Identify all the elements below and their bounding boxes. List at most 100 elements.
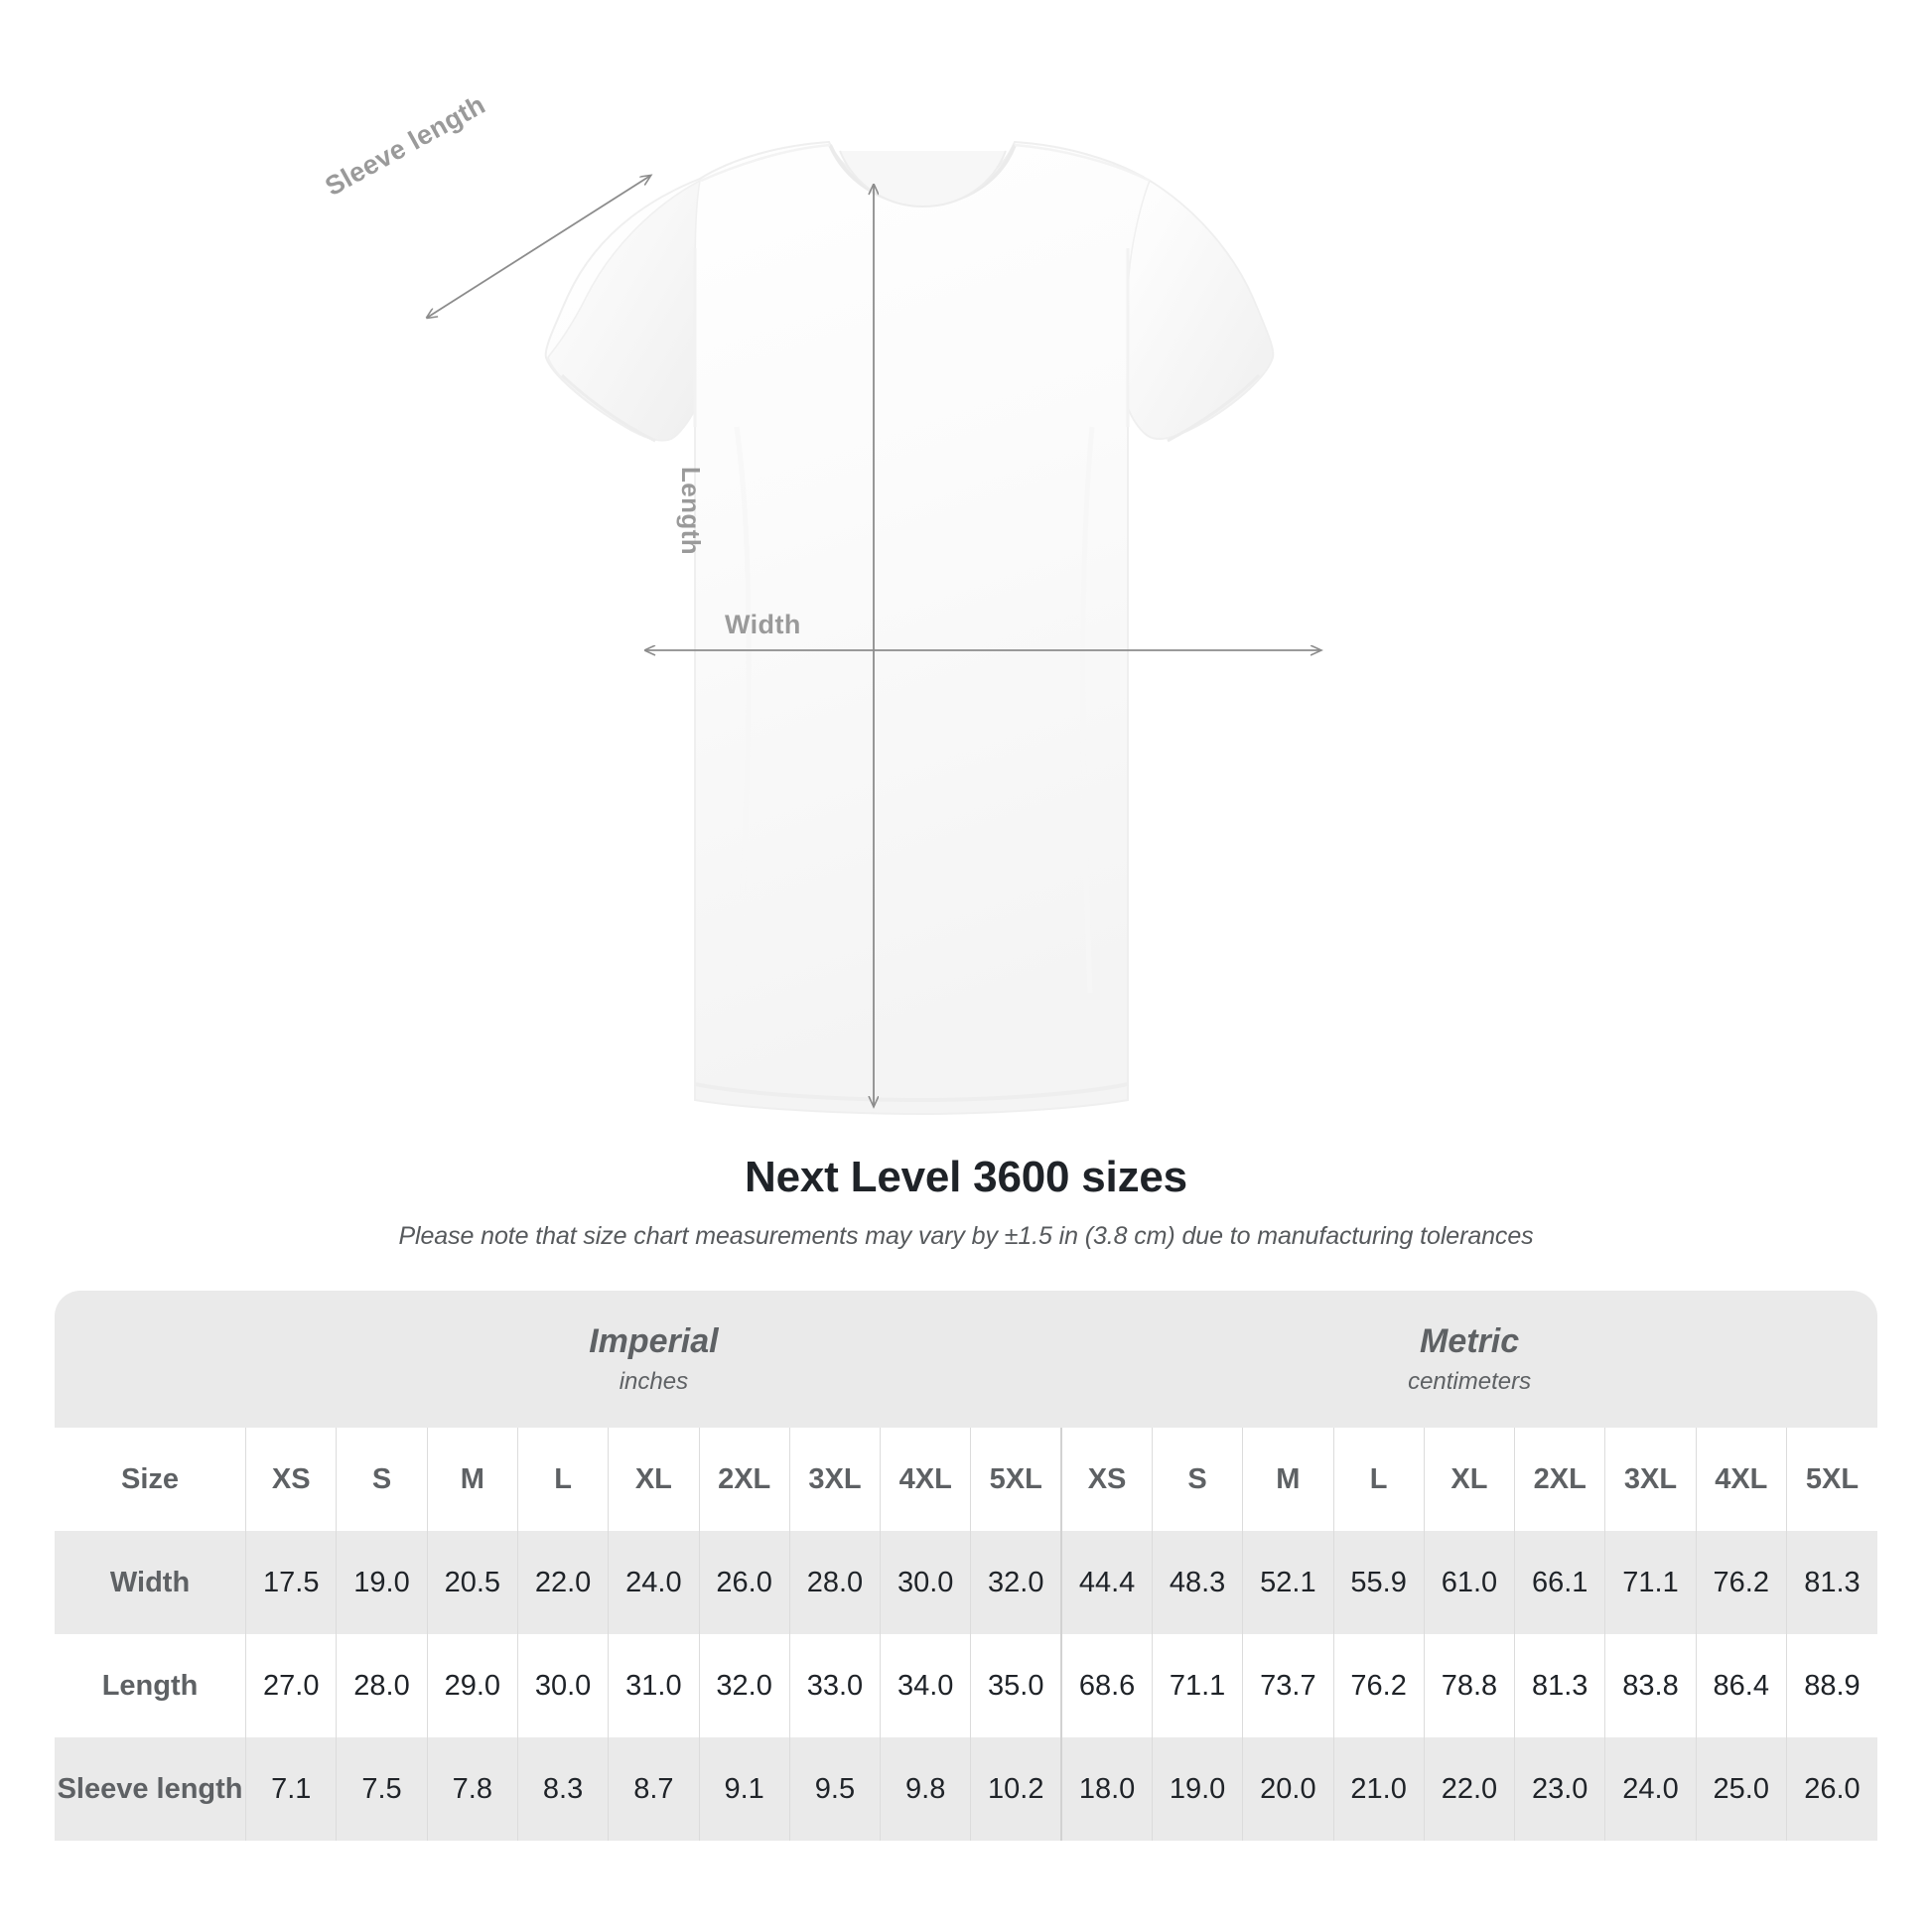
cell-length-imperial-4xl: 34.0 — [880, 1634, 971, 1737]
col-header-imperial-m: M — [426, 1428, 518, 1531]
cell-length-imperial-2xl: 32.0 — [698, 1634, 790, 1737]
cell-length-metric-5xl: 88.9 — [1785, 1634, 1877, 1737]
cell-sleeve-metric-3xl: 24.0 — [1604, 1737, 1697, 1841]
unit-system-band-row: Imperial inches Metric centimeters — [55, 1291, 1877, 1428]
cell-length-imperial-5xl: 35.0 — [970, 1634, 1062, 1737]
row-label-width: Width — [55, 1531, 246, 1634]
table-row-length: Length 27.0 28.0 29.0 30.0 31.0 32.0 33.… — [55, 1634, 1877, 1737]
cell-length-imperial-s: 28.0 — [336, 1634, 428, 1737]
cell-width-metric-5xl: 81.3 — [1785, 1531, 1877, 1634]
cell-length-imperial-m: 29.0 — [426, 1634, 518, 1737]
col-header-imperial-xs: XS — [245, 1428, 337, 1531]
measurement-arrows — [427, 176, 1320, 1106]
cell-width-imperial-l: 22.0 — [516, 1531, 609, 1634]
cell-width-imperial-xs: 17.5 — [245, 1531, 337, 1634]
col-header-imperial-2xl: 2XL — [698, 1428, 790, 1531]
tshirt-svg — [0, 140, 1932, 1116]
cell-length-imperial-xl: 31.0 — [608, 1634, 700, 1737]
unit-system-imperial: Imperial inches — [245, 1291, 1062, 1428]
size-table-wrapper: Imperial inches Metric centimeters Size … — [55, 1291, 1877, 1841]
col-header-metric-m: M — [1242, 1428, 1334, 1531]
col-header-imperial-xl: XL — [608, 1428, 700, 1531]
cell-sleeve-metric-5xl: 26.0 — [1785, 1737, 1877, 1841]
cell-sleeve-imperial-l: 8.3 — [516, 1737, 609, 1841]
cell-length-metric-3xl: 83.8 — [1604, 1634, 1697, 1737]
title-block: Next Level 3600 sizes Please note that s… — [0, 1152, 1932, 1251]
cell-sleeve-metric-l: 21.0 — [1332, 1737, 1425, 1841]
cell-width-imperial-xl: 24.0 — [608, 1531, 700, 1634]
col-header-metric-xs: XS — [1060, 1428, 1153, 1531]
cell-width-imperial-5xl: 32.0 — [970, 1531, 1062, 1634]
cell-length-metric-m: 73.7 — [1242, 1634, 1334, 1737]
cell-length-metric-4xl: 86.4 — [1695, 1634, 1787, 1737]
cell-sleeve-imperial-2xl: 9.1 — [698, 1737, 790, 1841]
cell-sleeve-imperial-xs: 7.1 — [245, 1737, 337, 1841]
row-label-length: Length — [55, 1634, 246, 1737]
cell-width-metric-4xl: 76.2 — [1695, 1531, 1787, 1634]
col-header-metric-xl: XL — [1423, 1428, 1515, 1531]
cell-width-imperial-3xl: 28.0 — [788, 1531, 881, 1634]
cell-length-imperial-xs: 27.0 — [245, 1634, 337, 1737]
cell-length-imperial-3xl: 33.0 — [788, 1634, 881, 1737]
cell-sleeve-imperial-3xl: 9.5 — [788, 1737, 881, 1841]
cell-width-imperial-s: 19.0 — [336, 1531, 428, 1634]
cell-sleeve-metric-xl: 22.0 — [1423, 1737, 1515, 1841]
col-header-imperial-5xl: 5XL — [970, 1428, 1062, 1531]
tshirt-illustration: Sleeve length Length Width — [0, 89, 1932, 1116]
col-header-metric-l: L — [1332, 1428, 1425, 1531]
cell-sleeve-imperial-m: 7.8 — [426, 1737, 518, 1841]
cell-width-metric-l: 55.9 — [1332, 1531, 1425, 1634]
col-header-metric-4xl: 4XL — [1695, 1428, 1787, 1531]
cell-sleeve-metric-m: 20.0 — [1242, 1737, 1334, 1841]
imperial-label: Imperial — [589, 1322, 719, 1361]
col-header-metric-3xl: 3XL — [1604, 1428, 1697, 1531]
cell-length-metric-l: 76.2 — [1332, 1634, 1425, 1737]
metric-label: Metric — [1420, 1322, 1520, 1361]
imperial-unit: inches — [619, 1367, 689, 1395]
page-title: Next Level 3600 sizes — [745, 1153, 1187, 1201]
unit-system-metric: Metric centimeters — [1061, 1291, 1877, 1428]
length-label: Length — [676, 467, 706, 556]
cell-sleeve-imperial-xl: 8.7 — [608, 1737, 700, 1841]
sleeve-length-arrow — [427, 176, 650, 318]
row-label-sleeve-length: Sleeve length — [55, 1737, 246, 1841]
col-header-metric-s: S — [1151, 1428, 1243, 1531]
cell-sleeve-metric-4xl: 25.0 — [1695, 1737, 1787, 1841]
cell-sleeve-metric-2xl: 23.0 — [1514, 1737, 1605, 1841]
cell-width-metric-s: 48.3 — [1151, 1531, 1243, 1634]
cell-width-metric-3xl: 71.1 — [1604, 1531, 1697, 1634]
col-header-metric-2xl: 2XL — [1514, 1428, 1605, 1531]
cell-width-imperial-m: 20.5 — [426, 1531, 518, 1634]
size-header-row: Size XS S M L XL 2XL 3XL 4XL 5XL XS S M … — [55, 1428, 1877, 1531]
cell-width-imperial-4xl: 30.0 — [880, 1531, 971, 1634]
row-header-size: Size — [55, 1428, 246, 1531]
tolerance-note: Please note that size chart measurements… — [398, 1221, 1534, 1250]
cell-width-metric-2xl: 66.1 — [1514, 1531, 1605, 1634]
cell-length-metric-xl: 78.8 — [1423, 1634, 1515, 1737]
col-header-imperial-l: L — [516, 1428, 609, 1531]
metric-unit: centimeters — [1408, 1367, 1532, 1395]
cell-sleeve-imperial-4xl: 9.8 — [880, 1737, 971, 1841]
cell-length-metric-2xl: 81.3 — [1514, 1634, 1605, 1737]
cell-width-metric-xl: 61.0 — [1423, 1531, 1515, 1634]
col-header-imperial-s: S — [336, 1428, 428, 1531]
tshirt-body — [544, 140, 1275, 1116]
width-label: Width — [725, 610, 801, 639]
cell-sleeve-metric-s: 19.0 — [1151, 1737, 1243, 1841]
cell-sleeve-imperial-s: 7.5 — [336, 1737, 428, 1841]
table-row-width: Width 17.5 19.0 20.5 22.0 24.0 26.0 28.0… — [55, 1531, 1877, 1634]
size-table: Imperial inches Metric centimeters Size … — [55, 1291, 1877, 1841]
cell-sleeve-metric-xs: 18.0 — [1060, 1737, 1153, 1841]
cell-length-imperial-l: 30.0 — [516, 1634, 609, 1737]
cell-width-imperial-2xl: 26.0 — [698, 1531, 790, 1634]
cell-width-metric-m: 52.1 — [1242, 1531, 1334, 1634]
cell-width-metric-xs: 44.4 — [1060, 1531, 1153, 1634]
band-spacer — [55, 1291, 246, 1428]
cell-length-metric-s: 71.1 — [1151, 1634, 1243, 1737]
col-header-imperial-3xl: 3XL — [788, 1428, 881, 1531]
cell-sleeve-imperial-5xl: 10.2 — [970, 1737, 1062, 1841]
col-header-imperial-4xl: 4XL — [880, 1428, 971, 1531]
table-row-sleeve-length: Sleeve length 7.1 7.5 7.8 8.3 8.7 9.1 9.… — [55, 1737, 1877, 1841]
col-header-metric-5xl: 5XL — [1785, 1428, 1877, 1531]
